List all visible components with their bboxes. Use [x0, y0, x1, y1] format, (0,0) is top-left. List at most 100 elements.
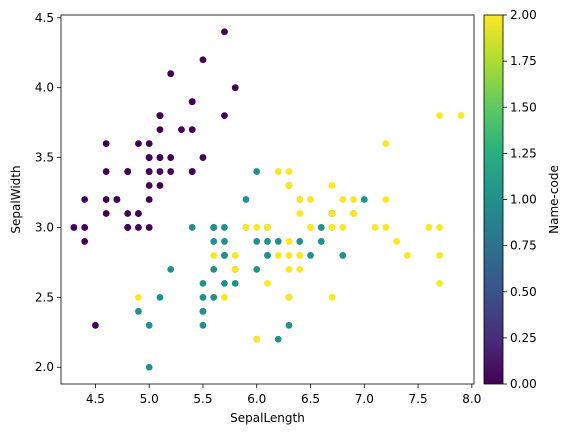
scatter-point — [253, 224, 261, 231]
scatter-point — [328, 224, 336, 231]
scatter-point — [178, 126, 185, 134]
colorbar-tick-label: 0.50 — [510, 285, 537, 299]
scatter-point — [350, 210, 357, 217]
scatter-point — [145, 182, 153, 189]
y-tick-label: 4.5 — [35, 11, 54, 25]
scatter-point — [274, 238, 282, 245]
scatter-point — [145, 363, 153, 371]
scatter-point — [199, 279, 207, 287]
scatter-point — [231, 84, 239, 92]
scatter-point — [328, 293, 336, 301]
scatter-point — [124, 224, 132, 231]
scatter-point — [199, 321, 207, 329]
scatter-point — [436, 224, 443, 231]
scatter-point — [231, 279, 239, 287]
y-tick-label: 2.5 — [35, 290, 54, 304]
colorbar-tick-label: 0.00 — [510, 377, 537, 391]
scatter-point — [253, 265, 261, 273]
scatter-point — [188, 98, 196, 106]
scatter-point — [285, 321, 293, 329]
scatter-point — [307, 196, 314, 203]
scatter-point — [221, 224, 228, 231]
scatter-point — [221, 28, 228, 36]
scatter-point — [156, 154, 164, 161]
scatter-point — [285, 265, 293, 273]
scatter-point — [296, 265, 304, 273]
scatter-point — [274, 252, 282, 259]
scatter-point — [382, 224, 390, 231]
scatter-point — [328, 182, 336, 189]
scatter-point — [296, 252, 304, 259]
x-tick-label: 7.0 — [355, 392, 374, 406]
scatter-point — [199, 154, 207, 161]
scatter-point — [371, 224, 379, 231]
scatter-point — [156, 293, 164, 301]
scatter-point — [339, 252, 347, 259]
colorbar-tick-label: 1.00 — [510, 193, 537, 207]
scatter-point — [188, 224, 196, 231]
scatter-point — [221, 238, 228, 245]
plot-frame — [60, 14, 475, 385]
scatter-point — [264, 224, 271, 231]
y-tick-label: 3.5 — [35, 151, 54, 165]
scatter-point — [264, 252, 271, 259]
y-tick-label: 2.0 — [35, 360, 54, 374]
y-axis-label: SepalWidth — [9, 165, 23, 233]
scatter-point — [135, 293, 142, 301]
colorbar-tick-label: 1.75 — [510, 54, 537, 68]
scatter-point — [403, 252, 411, 259]
scatter-point — [285, 168, 293, 175]
colorbar-label: Name-code — [547, 165, 561, 234]
scatter-point — [199, 307, 207, 315]
scatter-point — [382, 196, 390, 203]
scatter-point — [135, 307, 142, 315]
scatter-point — [274, 168, 282, 175]
scatter-point — [264, 238, 271, 245]
y-tick-label: 4.0 — [35, 81, 54, 95]
scatter-point — [317, 224, 325, 231]
scatter-point — [285, 252, 293, 259]
y-tick-label: 3.0 — [35, 220, 54, 234]
scatter-point — [253, 168, 261, 175]
scatter-point — [296, 210, 304, 217]
scatter-point — [135, 224, 142, 231]
scatter-point — [210, 293, 218, 301]
scatter-point — [339, 196, 347, 203]
scatter-point — [274, 335, 282, 343]
scatter-point — [307, 252, 314, 259]
colorbar-tick-label: 0.25 — [510, 331, 537, 345]
scatter-point — [210, 252, 218, 259]
scatter-point — [199, 56, 207, 64]
scatter-point — [81, 224, 89, 231]
scatter-point — [113, 196, 121, 203]
colorbar — [483, 14, 504, 385]
scatter-point — [70, 224, 78, 231]
colorbar-tick-label: 1.25 — [510, 146, 537, 160]
scatter-point — [156, 182, 164, 189]
scatter-point — [81, 196, 89, 203]
scatter-point — [242, 224, 250, 231]
scatter-point — [339, 224, 347, 231]
scatter-point — [221, 293, 228, 301]
scatter-point — [285, 238, 293, 245]
y-axis-ticks: 2.0 2.5 3.0 3.5 4.0 4.5 — [35, 11, 61, 374]
scatter-point — [382, 140, 390, 147]
scatter-point — [285, 293, 293, 301]
x-tick-label: 6.5 — [301, 392, 320, 406]
x-tick-label: 5.0 — [140, 392, 159, 406]
scatter-point — [102, 140, 110, 147]
scatter-point — [350, 196, 357, 203]
scatter-point — [307, 224, 314, 231]
colorbar-tick-label: 2.00 — [510, 8, 537, 22]
colorbar-ticks: 0.00 0.25 0.50 0.75 1.00 1.25 1.50 1.75 2.00 — [503, 8, 537, 391]
scatter-point — [92, 321, 99, 329]
scatter-point — [393, 238, 400, 245]
scatter-point — [124, 168, 132, 175]
scatter-point — [167, 168, 175, 175]
scatter-point — [210, 224, 218, 231]
scatter-point — [436, 279, 443, 287]
scatter-point — [231, 252, 239, 259]
scatter-point — [296, 196, 304, 203]
colorbar-tick-label: 1.50 — [510, 100, 537, 114]
